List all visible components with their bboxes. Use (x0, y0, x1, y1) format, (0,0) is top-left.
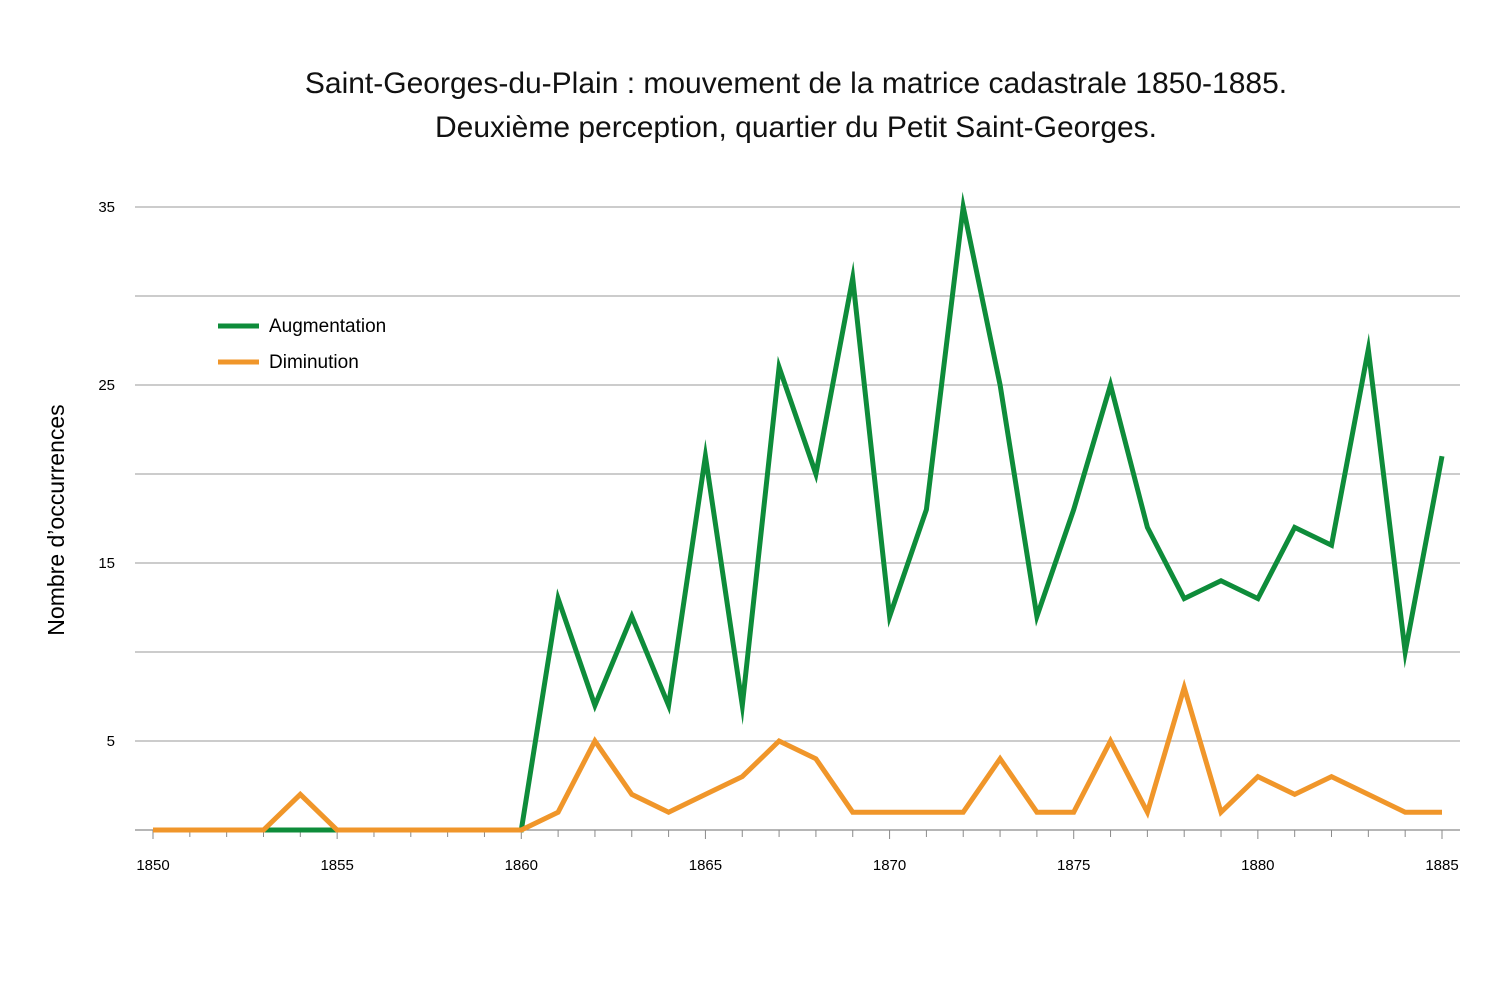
x-tick-label-1885: 1885 (1425, 857, 1458, 874)
x-tick-label-1870: 1870 (873, 857, 906, 874)
legend-label-diminution: Diminution (269, 352, 359, 373)
series-line-augmentation (153, 191, 1445, 833)
y-tick-label-25: 25 (98, 377, 115, 394)
tick-labels: 1850 1855 1860 1865 1870 1875 1880 1885 5 15 25 35 (98, 199, 1458, 874)
legend-label-augmentation: Augmentation (269, 316, 386, 337)
y-tick-label-15: 15 (98, 555, 115, 572)
chart-subtitle: Deuxième perception, quartier du Petit S… (434, 111, 1158, 144)
legend: Augmentation Diminution (218, 316, 386, 373)
x-tick-label-1860: 1860 (505, 857, 538, 874)
grid (135, 206, 1460, 742)
x-tick-label-1850: 1850 (136, 857, 169, 874)
series-lines (153, 191, 1445, 833)
x-tick-label-1865: 1865 (689, 857, 722, 874)
series-line-diminution (153, 678, 1442, 833)
chart-title: Saint-Georges-du-Plain : mouvement de la… (304, 67, 1288, 100)
y-axis-label: Nombre d’occurrences (43, 404, 69, 635)
y-tick-label-5: 5 (107, 733, 115, 750)
x-tick-label-1855: 1855 (320, 857, 353, 874)
y-tick-label-35: 35 (98, 199, 115, 216)
x-tick-label-1880: 1880 (1241, 857, 1274, 874)
x-tick-label-1875: 1875 (1057, 857, 1090, 874)
chart-title-block: Saint-Georges-du-Plain : mouvement de la… (0, 62, 1500, 150)
